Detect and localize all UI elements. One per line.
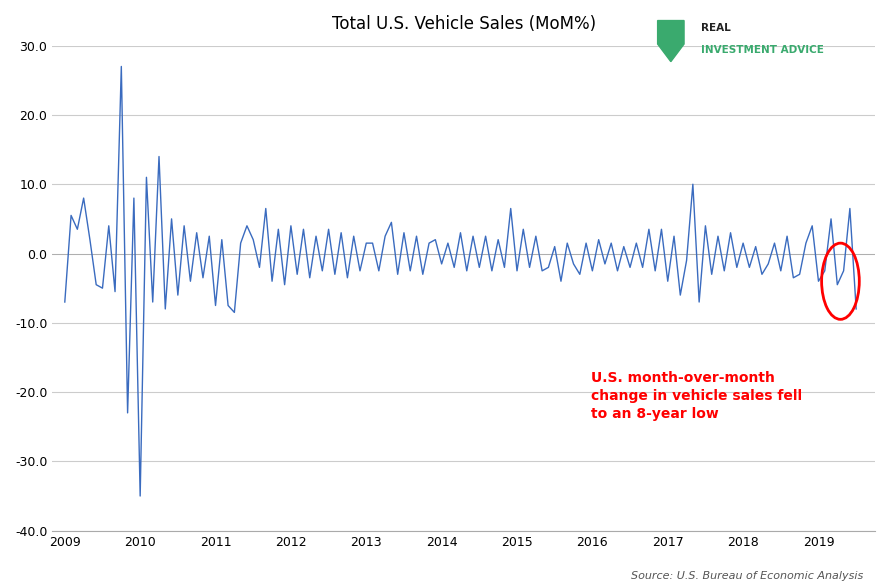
Polygon shape	[658, 21, 684, 62]
Text: U.S. month-over-month
change in vehicle sales fell
to an 8-year low: U.S. month-over-month change in vehicle …	[591, 370, 802, 421]
Text: INVESTMENT ADVICE: INVESTMENT ADVICE	[701, 45, 824, 55]
Text: Source: U.S. Bureau of Economic Analysis: Source: U.S. Bureau of Economic Analysis	[631, 571, 863, 581]
Text: REAL: REAL	[701, 23, 731, 33]
Title: Total U.S. Vehicle Sales (MoM%): Total U.S. Vehicle Sales (MoM%)	[332, 15, 595, 33]
